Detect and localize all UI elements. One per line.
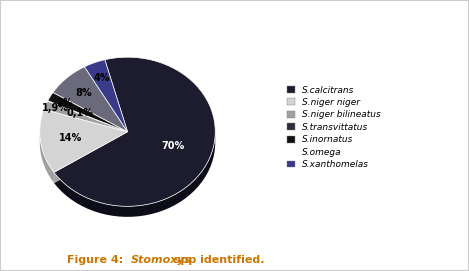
Legend: S.calcitrans, S.niger niger, S.niger bilineatus, S.transvittatus, S.inornatus, S: S.calcitrans, S.niger niger, S.niger bil…: [287, 86, 381, 169]
Text: 2%: 2%: [56, 98, 72, 108]
Polygon shape: [54, 134, 215, 217]
Text: 1,9%: 1,9%: [42, 104, 69, 114]
Polygon shape: [54, 57, 215, 206]
Polygon shape: [53, 67, 128, 132]
Polygon shape: [54, 132, 128, 183]
Text: Stomoxys: Stomoxys: [131, 255, 193, 265]
Text: spp identified.: spp identified.: [170, 255, 264, 265]
Polygon shape: [84, 60, 128, 132]
Text: 4%: 4%: [93, 73, 110, 83]
Text: 8%: 8%: [76, 88, 92, 98]
Polygon shape: [47, 101, 128, 132]
Text: 70%: 70%: [161, 141, 184, 151]
Polygon shape: [40, 109, 128, 172]
Text: Figure 4:: Figure 4:: [68, 255, 131, 265]
Text: 14%: 14%: [60, 133, 83, 143]
Text: 0,1%: 0,1%: [66, 108, 93, 118]
Polygon shape: [48, 92, 128, 132]
Polygon shape: [40, 133, 54, 183]
Polygon shape: [54, 132, 128, 183]
Polygon shape: [44, 101, 128, 132]
